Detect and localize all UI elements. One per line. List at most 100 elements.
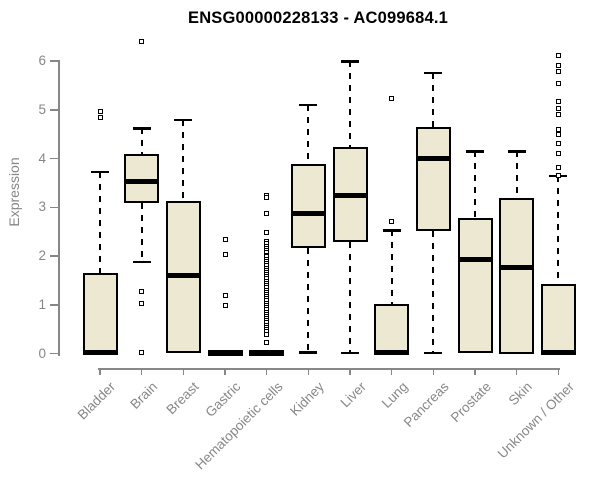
y-axis-tick	[50, 206, 58, 208]
x-axis-tick	[307, 368, 310, 375]
outlier-point	[555, 80, 561, 86]
median-line	[165, 272, 201, 278]
y-axis-line	[58, 60, 60, 356]
x-axis-tick	[390, 368, 393, 375]
outlier-point	[555, 111, 561, 117]
x-axis-tick	[474, 368, 476, 375]
lower-whisker	[432, 231, 435, 353]
x-axis-tick	[432, 368, 435, 375]
box	[499, 197, 535, 354]
x-axis-tick-label: Liver	[337, 379, 369, 411]
x-axis-tick-label: Skin	[506, 379, 536, 409]
upper-whisker	[182, 119, 185, 201]
upper-whisker-cap	[174, 118, 193, 121]
outlier-point	[222, 251, 228, 257]
outlier-point	[555, 52, 561, 58]
y-axis-tick-label: 4	[38, 150, 46, 166]
y-axis-tick	[50, 109, 58, 111]
upper-whisker	[99, 171, 101, 273]
lower-whisker-cap	[132, 260, 151, 264]
outlier-point	[97, 114, 103, 120]
box	[415, 126, 451, 232]
x-axis-tick	[140, 368, 143, 375]
box	[124, 154, 160, 203]
upper-whisker	[474, 151, 477, 218]
outlier-point	[555, 172, 561, 178]
x-axis-tick	[557, 368, 560, 375]
median-line	[207, 349, 243, 355]
chart-title: ENSG00000228133 - AC099684.1	[187, 9, 448, 27]
upper-whisker-cap	[341, 60, 360, 63]
lower-whisker	[349, 241, 352, 353]
median-line	[332, 193, 368, 199]
outlier-point	[222, 236, 228, 242]
x-axis-tick-label: Kidney	[287, 379, 327, 419]
x-axis-tick-label: Gastric	[202, 379, 244, 420]
x-axis-tick	[349, 368, 351, 375]
lower-whisker	[307, 247, 310, 353]
y-axis-tick	[50, 60, 58, 62]
outlier-point	[139, 39, 145, 45]
y-axis-tick-label: 1	[38, 296, 46, 312]
upper-whisker-cap	[299, 103, 318, 107]
y-axis-tick-label: 5	[38, 101, 46, 117]
outlier-point	[139, 289, 145, 295]
outlier-point	[555, 69, 561, 75]
x-axis-line	[98, 368, 561, 370]
box	[374, 304, 410, 354]
y-axis-tick	[50, 304, 58, 306]
outlier-point	[555, 63, 561, 69]
lower-whisker-cap	[341, 351, 360, 355]
outlier-point	[264, 331, 270, 337]
upper-whisker	[557, 175, 560, 284]
median-line	[374, 349, 410, 355]
upper-whisker-cap	[466, 150, 485, 153]
outlier-point	[555, 126, 561, 132]
x-axis-tick-label: Lung	[378, 379, 411, 411]
outlier-point	[264, 210, 270, 216]
y-axis-tick	[50, 255, 58, 257]
upper-whisker	[515, 151, 518, 198]
outlier-point	[555, 131, 561, 137]
upper-whisker	[349, 61, 352, 148]
x-axis-tick	[224, 368, 226, 375]
outlier-point	[222, 293, 228, 299]
box	[82, 272, 118, 354]
upper-whisker	[432, 72, 435, 127]
x-axis-tick	[182, 368, 185, 375]
lower-whisker-cap	[299, 351, 318, 354]
y-axis-tick-label: 0	[38, 345, 46, 361]
outlier-point	[555, 140, 561, 146]
outlier-point	[555, 150, 561, 156]
y-axis-tick-label: 3	[38, 199, 46, 215]
box	[457, 217, 493, 354]
y-axis-tick-label: 2	[38, 248, 46, 263]
median-line	[540, 349, 576, 355]
lower-whisker-cap	[424, 351, 443, 355]
upper-whisker	[307, 104, 310, 164]
x-axis-tick-label: Prostate	[447, 379, 494, 426]
lower-whisker	[140, 202, 143, 262]
y-axis-tick	[50, 352, 58, 355]
outlier-point	[222, 302, 228, 308]
outlier-point	[389, 96, 395, 102]
upper-whisker-cap	[507, 150, 526, 153]
outlier-point	[139, 300, 145, 306]
x-axis-tick	[515, 368, 518, 375]
x-axis-tick	[265, 368, 268, 375]
median-line	[124, 179, 160, 185]
upper-whisker-cap	[91, 170, 109, 174]
outlier-point	[555, 165, 561, 171]
outlier-point	[264, 195, 270, 201]
median-line	[499, 264, 535, 270]
median-line	[415, 156, 451, 161]
median-line	[249, 349, 285, 355]
x-axis-tick-label: Unknown / Other	[494, 379, 577, 462]
upper-whisker	[390, 230, 393, 305]
box	[540, 283, 576, 354]
outlier-point	[97, 108, 103, 114]
median-line	[457, 257, 493, 263]
y-axis-tick	[50, 157, 58, 160]
